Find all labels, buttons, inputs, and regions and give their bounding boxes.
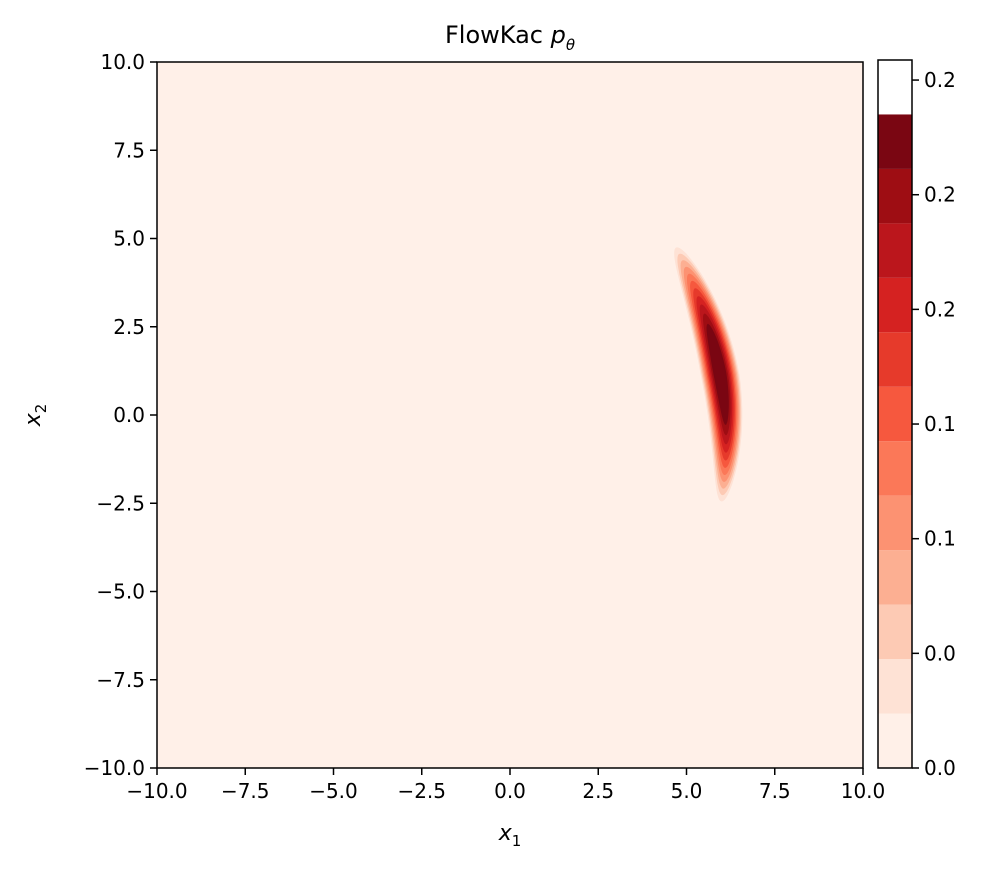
colorbar-tick-label: 0.2: [924, 68, 956, 92]
colorbar-tick-label: 0.0: [924, 641, 956, 665]
x-tick-label: −2.5: [397, 779, 446, 803]
colorbar-segment: [878, 223, 912, 278]
colorbar-segment: [878, 114, 912, 169]
chart-title: FlowKac pθ: [445, 21, 575, 54]
y-tick-label: −7.5: [96, 668, 145, 692]
plot-area: [157, 62, 863, 768]
colorbar: [878, 114, 912, 768]
y-tick-label: −5.0: [96, 580, 145, 604]
colorbar-segment: [878, 495, 912, 551]
density-contours: [674, 247, 743, 502]
colorbar-tick-label: 0.1: [924, 412, 956, 436]
colorbar-segment: [878, 550, 912, 605]
y-tick-label: −10.0: [84, 756, 145, 780]
y-tick-label: −2.5: [96, 491, 145, 515]
y-tick-label: 5.0: [113, 227, 145, 251]
x-tick-label: −7.5: [221, 779, 270, 803]
colorbar-segment: [878, 386, 912, 442]
y-tick-label: 7.5: [113, 138, 145, 162]
x-tick-label: 0.0: [494, 779, 526, 803]
x-tick-label: −5.0: [309, 779, 358, 803]
x-axis-ticks: −10.0 −7.5 −5.0 −2.5 0.0 2.5 5.0 7.5 10.0: [126, 768, 885, 803]
x-tick-label: 5.0: [671, 779, 703, 803]
colorbar-segment: [878, 168, 912, 224]
y-axis-label: x2: [21, 404, 50, 428]
colorbar-segment: [878, 441, 912, 496]
colorbar-tick-label: 0.0: [924, 756, 956, 780]
x-tick-label: −10.0: [126, 779, 187, 803]
colorbar-segment: [878, 277, 912, 333]
y-tick-label: 10.0: [100, 50, 145, 74]
colorbar-segment: [878, 604, 912, 660]
colorbar-ticks: 0.0 0.0 0.1 0.1 0.2 0.2 0.2: [912, 68, 956, 780]
colorbar-segment: [878, 659, 912, 714]
contour-band-11: [706, 323, 729, 425]
colorbar-tick-label: 0.2: [924, 297, 956, 321]
colorbar-tick-label: 0.1: [924, 527, 956, 551]
colorbar-segment: [878, 713, 912, 768]
colorbar-frame: [877, 59, 913, 769]
colorbar-tick-label: 0.2: [924, 183, 956, 207]
x-tick-label: 7.5: [759, 779, 791, 803]
x-tick-label: 10.0: [841, 779, 886, 803]
x-tick-label: 2.5: [582, 779, 614, 803]
y-tick-label: 0.0: [113, 403, 145, 427]
colorbar-segment: [878, 332, 912, 387]
y-tick-label: 2.5: [113, 315, 145, 339]
y-axis-ticks: −10.0 −7.5 −5.0 −2.5 0.0 2.5 5.0 7.5 10.0: [84, 50, 157, 780]
x-axis-label: x1: [498, 821, 522, 850]
